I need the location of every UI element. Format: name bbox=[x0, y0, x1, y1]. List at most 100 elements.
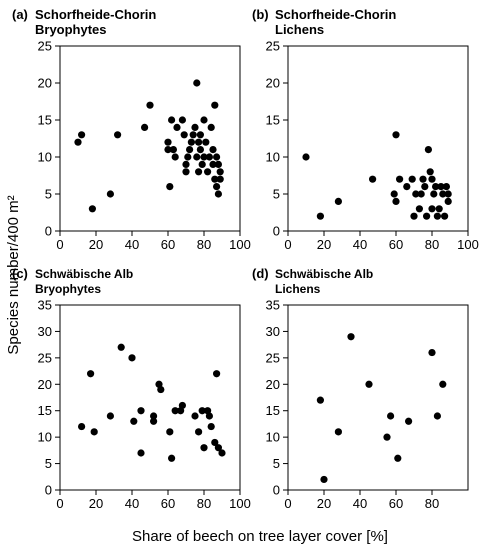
data-point bbox=[387, 412, 395, 420]
data-point bbox=[334, 428, 342, 436]
y-tick-label: 0 bbox=[273, 224, 280, 239]
y-tick-label: 35 bbox=[266, 298, 280, 313]
panel-label: (a) bbox=[12, 7, 28, 22]
data-point bbox=[428, 348, 436, 357]
x-tick-label: 100 bbox=[229, 496, 251, 511]
y-tick-label: 5 bbox=[45, 187, 52, 202]
y-tick-label: 25 bbox=[38, 39, 52, 54]
data-point bbox=[410, 212, 418, 220]
data-point bbox=[196, 131, 204, 139]
x-tick-label: 0 bbox=[284, 496, 291, 511]
data-point bbox=[433, 412, 441, 420]
data-point bbox=[433, 212, 441, 220]
panel-label: (c) bbox=[12, 266, 28, 281]
panel-title-line: Schwäbische Alb bbox=[35, 267, 133, 281]
data-point bbox=[205, 412, 213, 420]
x-tick-label: 40 bbox=[125, 496, 139, 511]
data-point bbox=[369, 175, 377, 183]
x-tick-label: 20 bbox=[89, 496, 103, 511]
data-point bbox=[195, 138, 203, 146]
data-point bbox=[178, 116, 186, 124]
x-tick-label: 100 bbox=[229, 237, 251, 252]
data-point bbox=[383, 433, 391, 441]
data-point bbox=[200, 153, 208, 161]
data-point bbox=[439, 190, 447, 198]
data-point bbox=[213, 183, 221, 191]
x-tick-label: 60 bbox=[389, 237, 403, 252]
x-tick-label: 0 bbox=[56, 237, 63, 252]
data-point bbox=[184, 153, 192, 161]
y-tick-label: 20 bbox=[266, 377, 280, 392]
data-point bbox=[442, 183, 450, 191]
x-tick-label: 20 bbox=[89, 237, 103, 252]
panel-title-line: Bryophytes bbox=[35, 282, 101, 296]
data-point bbox=[128, 354, 136, 362]
data-point bbox=[396, 175, 404, 183]
data-point bbox=[198, 407, 206, 415]
data-point bbox=[74, 138, 82, 146]
data-point bbox=[114, 131, 122, 139]
data-point bbox=[415, 205, 423, 213]
y-tick-label: 15 bbox=[266, 113, 280, 128]
data-point bbox=[209, 146, 217, 154]
x-tick-label: 80 bbox=[197, 237, 211, 252]
data-point bbox=[195, 428, 203, 436]
data-point bbox=[214, 160, 222, 168]
y-tick-label: 25 bbox=[266, 39, 280, 54]
x-tick-label: 0 bbox=[56, 496, 63, 511]
data-point bbox=[164, 138, 172, 146]
y-tick-label: 10 bbox=[38, 430, 52, 445]
data-point bbox=[412, 190, 420, 198]
panel-title-line: Lichens bbox=[275, 22, 324, 37]
data-point bbox=[106, 412, 114, 420]
data-point bbox=[214, 444, 222, 452]
y-tick-label: 20 bbox=[38, 377, 52, 392]
data-point bbox=[426, 168, 434, 176]
data-point bbox=[432, 183, 440, 191]
data-point bbox=[150, 417, 158, 425]
data-point bbox=[216, 168, 224, 176]
data-point bbox=[320, 475, 328, 484]
data-point bbox=[424, 146, 432, 154]
data-point bbox=[171, 407, 179, 415]
data-point bbox=[88, 205, 96, 213]
x-tick-label: 80 bbox=[425, 237, 439, 252]
data-point bbox=[209, 160, 217, 168]
data-point bbox=[87, 370, 95, 378]
x-tick-label: 80 bbox=[197, 496, 211, 511]
data-point bbox=[390, 190, 398, 198]
data-point bbox=[182, 168, 190, 176]
plot-frame bbox=[59, 45, 241, 232]
x-tick-label: 80 bbox=[425, 496, 439, 511]
data-point bbox=[435, 205, 443, 213]
data-point bbox=[78, 422, 86, 431]
data-point bbox=[137, 407, 145, 415]
data-point bbox=[168, 454, 176, 462]
y-tick-label: 10 bbox=[266, 430, 280, 445]
x-tick-label: 100 bbox=[457, 237, 479, 252]
data-point bbox=[428, 175, 436, 183]
data-point bbox=[130, 417, 138, 425]
data-point bbox=[213, 370, 221, 378]
data-point bbox=[205, 153, 213, 161]
data-point bbox=[141, 123, 149, 131]
data-point bbox=[213, 153, 221, 161]
panel-title-line: Schorfheide-Chorin bbox=[35, 7, 156, 22]
x-axis-title: Share of beech on tree layer cover [%] bbox=[132, 528, 388, 545]
data-point bbox=[106, 190, 114, 198]
data-point bbox=[430, 190, 438, 198]
data-point bbox=[334, 197, 342, 205]
data-point bbox=[211, 101, 219, 109]
y-tick-label: 15 bbox=[38, 403, 52, 418]
data-point bbox=[200, 444, 208, 452]
panel-label: (b) bbox=[252, 7, 269, 22]
y-tick-label: 10 bbox=[38, 150, 52, 165]
data-point bbox=[302, 153, 310, 161]
y-tick-label: 30 bbox=[38, 324, 52, 339]
data-point bbox=[439, 380, 447, 388]
y-tick-label: 5 bbox=[273, 456, 280, 471]
data-point bbox=[316, 396, 324, 404]
data-point bbox=[437, 183, 445, 191]
data-point bbox=[78, 131, 86, 139]
